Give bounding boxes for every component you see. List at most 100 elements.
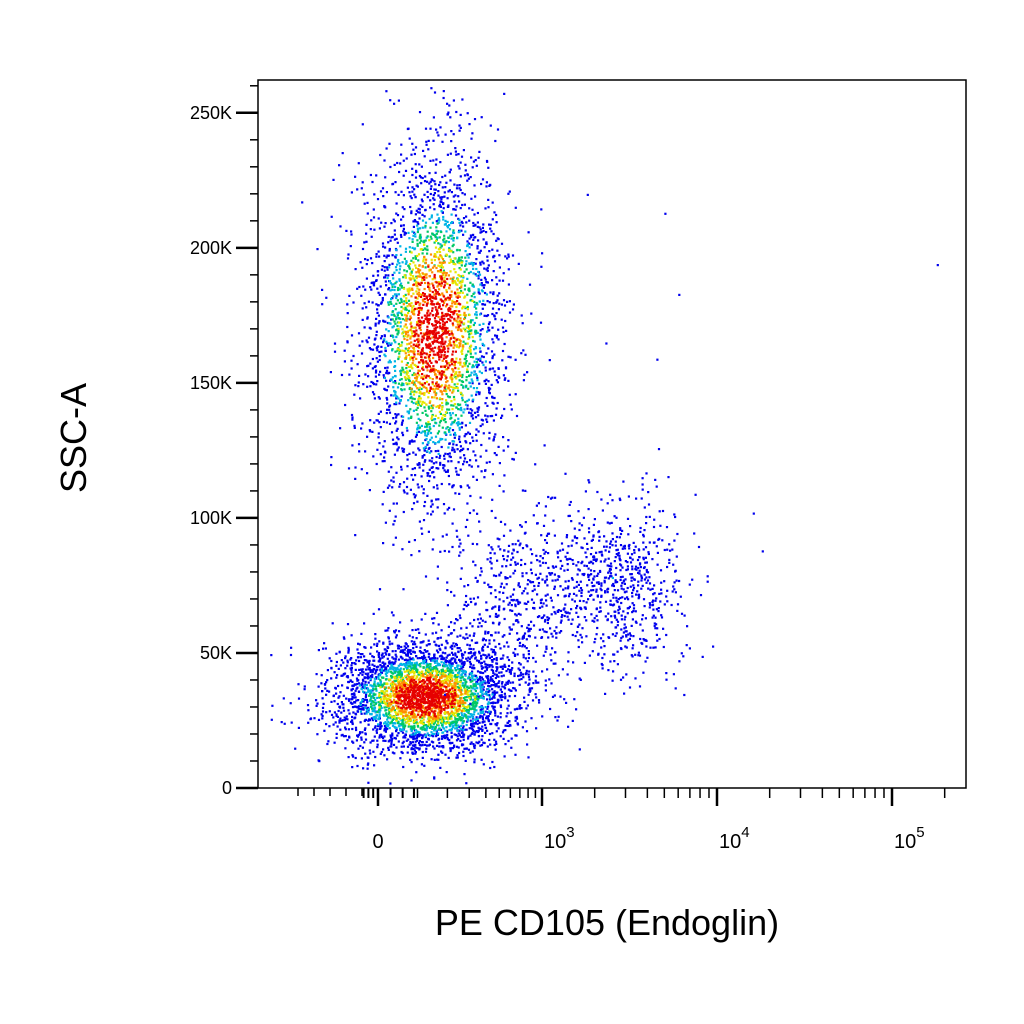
data-point (440, 745, 443, 748)
data-point (503, 378, 506, 381)
data-point (405, 297, 408, 300)
data-point (491, 665, 494, 668)
data-point (409, 350, 412, 353)
data-point (413, 219, 416, 222)
data-point (460, 414, 463, 417)
data-point (440, 390, 443, 393)
data-point (479, 455, 482, 458)
data-point (468, 327, 471, 330)
data-point (380, 268, 383, 271)
data-point (484, 291, 487, 295)
data-point (336, 715, 339, 718)
data-point (377, 665, 380, 668)
data-point (385, 650, 388, 653)
data-point (432, 333, 435, 336)
data-point (453, 660, 456, 663)
data-point (402, 230, 405, 233)
data-point (509, 689, 512, 692)
data-point (464, 250, 467, 253)
data-point (511, 457, 514, 461)
data-point (382, 542, 385, 545)
data-point (290, 721, 293, 724)
data-point (449, 427, 452, 430)
data-point (489, 124, 492, 127)
data-point (442, 658, 445, 661)
data-point (391, 642, 394, 645)
data-point (453, 744, 456, 747)
data-point (354, 534, 357, 537)
data-point (494, 740, 498, 743)
data-point (440, 657, 443, 661)
data-point (506, 712, 509, 715)
data-point (344, 667, 347, 670)
data-point (417, 301, 420, 304)
data-point (366, 317, 369, 320)
data-point (474, 641, 477, 644)
data-point (397, 668, 400, 671)
data-point (454, 280, 457, 284)
data-point (361, 731, 364, 734)
data-point (321, 690, 324, 693)
data-point (395, 397, 398, 400)
data-point (436, 222, 439, 225)
data-point (390, 745, 393, 748)
data-point (409, 205, 412, 209)
data-point (460, 329, 463, 333)
data-point (436, 313, 439, 316)
data-point (376, 287, 379, 290)
data-point (397, 732, 400, 735)
data-point (421, 367, 424, 370)
data-point (471, 366, 474, 369)
data-point (468, 287, 471, 290)
data-point (420, 376, 423, 379)
data-point (487, 206, 490, 209)
data-point (419, 397, 422, 400)
data-point (429, 199, 432, 202)
data-point (379, 733, 383, 736)
data-point (474, 313, 477, 316)
data-point (378, 640, 381, 643)
data-point (401, 349, 404, 352)
data-point (346, 675, 349, 678)
data-point (439, 550, 442, 553)
data-point (412, 275, 415, 278)
data-point (488, 656, 491, 660)
data-point (427, 346, 430, 349)
data-point (491, 473, 494, 476)
data-point (320, 674, 323, 677)
data-point (393, 238, 396, 241)
data-point (375, 689, 378, 692)
data-point (419, 383, 422, 386)
data-point (476, 221, 479, 224)
data-point (365, 277, 368, 280)
data-point (466, 407, 469, 410)
data-point (367, 675, 370, 678)
data-point (340, 373, 344, 377)
data-point (423, 155, 426, 158)
data-point (440, 445, 443, 449)
data-point (375, 665, 378, 669)
data-point (423, 764, 426, 767)
data-point (460, 383, 463, 386)
data-point (465, 215, 468, 218)
data-point (442, 746, 445, 749)
data-point (461, 349, 464, 352)
data-point (417, 271, 420, 274)
data-point (478, 251, 481, 254)
data-point (423, 649, 426, 652)
data-point (410, 666, 413, 669)
data-point (396, 288, 400, 292)
data-point (423, 333, 426, 336)
data-point (416, 244, 419, 247)
data-point (410, 400, 413, 403)
data-point (448, 189, 451, 192)
data-point (493, 743, 496, 747)
data-point (454, 208, 457, 211)
data-point (456, 729, 459, 733)
data-point (495, 312, 498, 315)
data-point (507, 379, 510, 382)
data-point (484, 414, 487, 417)
data-point (380, 345, 383, 348)
data-point (340, 719, 343, 722)
data-point (471, 409, 474, 412)
